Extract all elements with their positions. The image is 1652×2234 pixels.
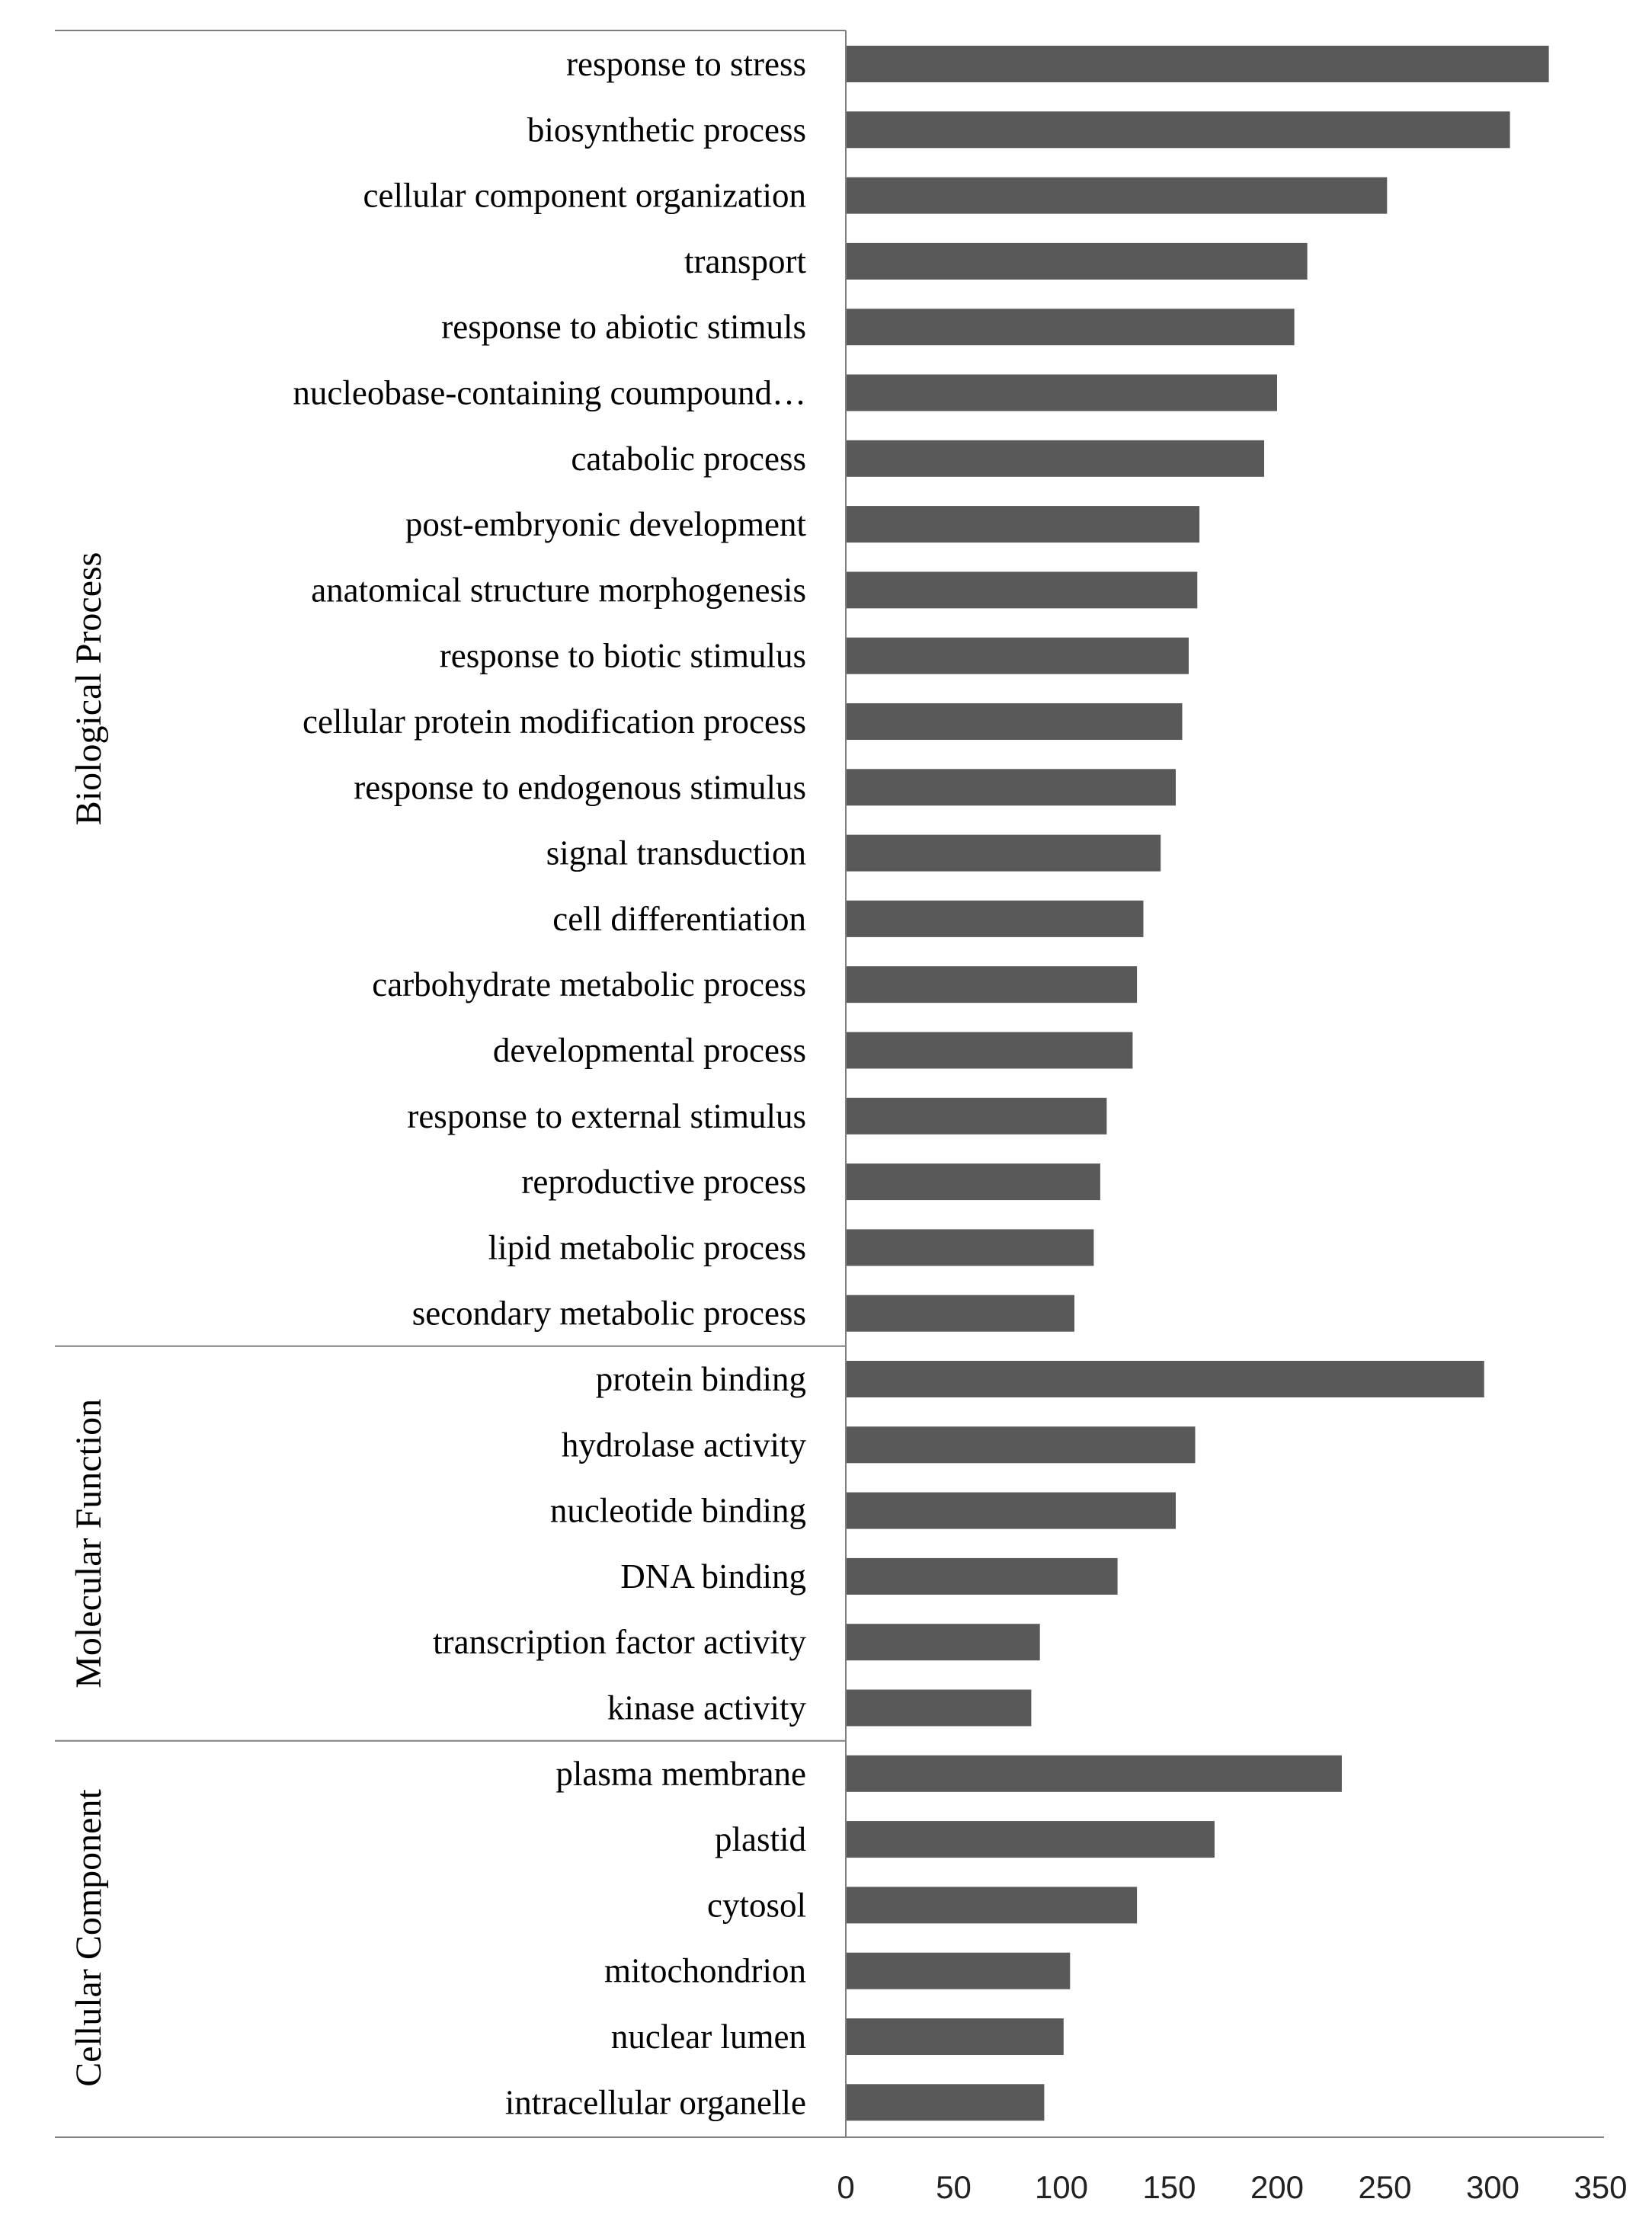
bar [846,571,1198,609]
category-label: plastid [715,1820,806,1858]
bar [846,1887,1138,1924]
bar [846,1952,1071,1989]
category-label: DNA binding [620,1557,806,1595]
x-tick-label: 50 [936,2169,972,2205]
category-label: post-embryonic development [405,505,807,543]
category-label: reproductive process [521,1163,806,1201]
group-label: Biological Process [69,552,109,826]
x-tick-label: 150 [1142,2169,1196,2205]
category-label: nucleotide binding [550,1492,806,1530]
category-label: protein binding [596,1360,806,1398]
category-label: catabolic process [571,440,806,478]
bar [846,506,1200,543]
category-label: nuclear lumen [611,2018,806,2056]
bar [846,46,1549,82]
bar [846,1821,1215,1858]
bar [846,1097,1107,1135]
category-label: intracellular organelle [505,2083,806,2121]
x-tick-label: 250 [1358,2169,1411,2205]
category-label: lipid metabolic process [488,1228,806,1266]
category-label: transport [684,242,806,280]
category-label: cytosol [707,1886,806,1924]
bar [846,966,1138,1003]
category-label: nucleobase-containing coumpound… [293,374,806,412]
bar [846,2018,1064,2055]
category-label: response to external stimulus [407,1097,806,1135]
x-tick-label: 300 [1466,2169,1519,2205]
category-label: response to abiotic stimuls [441,308,806,346]
bar [846,1755,1342,1792]
category-label: signal transduction [546,834,806,872]
bar [846,1163,1100,1201]
category-label: cellular component organization [363,177,806,215]
category-label: kinase activity [607,1689,807,1727]
category-label: biosynthetic process [527,110,806,149]
group-label: Cellular Component [69,1789,109,2087]
category-label: hydrolase activity [562,1426,807,1464]
category-label: secondary metabolic process [412,1295,806,1333]
bar [846,2084,1045,2121]
bar [846,769,1176,806]
bar [846,1689,1032,1727]
bar [846,111,1510,149]
category-label: response to biotic stimulus [440,637,806,675]
bar [846,177,1388,214]
bar [846,1624,1040,1661]
x-tick-label: 200 [1250,2169,1304,2205]
group-label: Molecular Function [69,1399,109,1688]
category-label: cell differentiation [552,900,806,938]
bar [846,374,1277,411]
bar [846,900,1144,937]
x-tick-label: 350 [1574,2169,1627,2205]
bar [846,834,1161,872]
bar [846,1557,1118,1595]
category-label: transcription factor activity [433,1623,806,1661]
bar [846,637,1189,674]
bar [846,309,1295,346]
category-label: carbohydrate metabolic process [372,965,806,1003]
category-label: response to stress [566,45,806,83]
bar [846,1361,1484,1397]
category-label: developmental process [493,1032,806,1070]
x-tick-label: 100 [1035,2169,1088,2205]
category-label: plasma membrane [555,1755,806,1793]
bar [846,1229,1094,1266]
category-label: response to endogenous stimulus [354,768,806,806]
category-label: mitochondrion [604,1952,806,1990]
bar [846,703,1183,740]
x-tick-label: 0 [837,2169,854,2205]
bar [846,1295,1074,1332]
bar [846,1426,1196,1464]
bar [846,1032,1133,1069]
category-label: anatomical structure morphogenesis [311,571,806,609]
bar [846,1492,1176,1529]
bar [846,242,1308,280]
category-label: cellular protein modification process [303,703,806,741]
bar [846,440,1264,477]
